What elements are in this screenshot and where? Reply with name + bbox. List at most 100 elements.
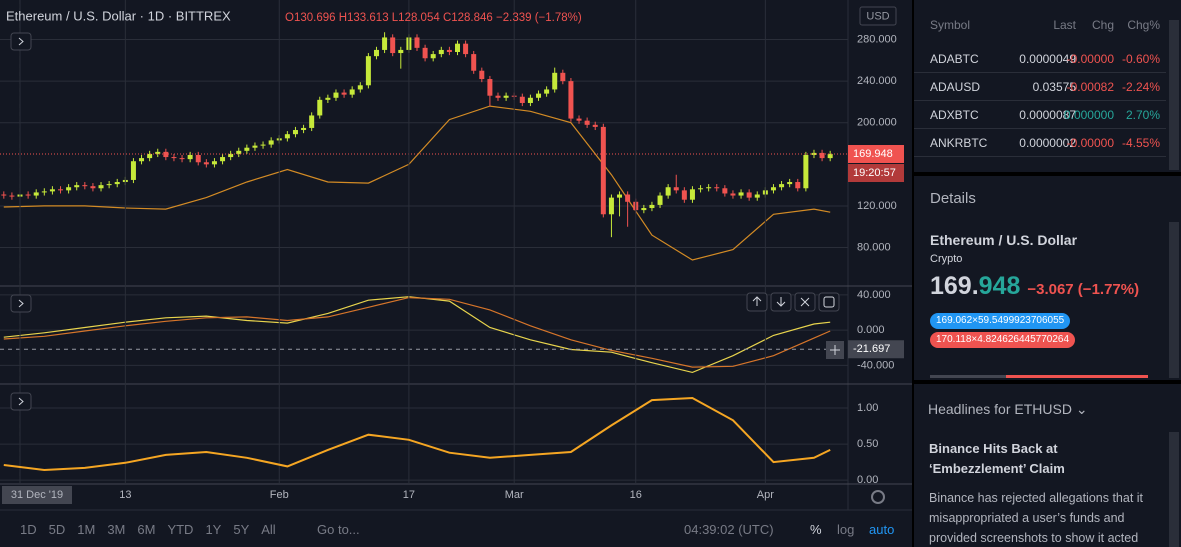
candle-body <box>471 54 477 71</box>
candle-body <box>503 95 509 98</box>
plots: 80.000 120.000 200.000 240.000 280.000 169.94… <box>0 0 904 504</box>
y-tick-label: 240.000 <box>857 75 897 87</box>
candle-body <box>689 189 695 200</box>
x-tick-label: Apr <box>757 489 774 501</box>
candle-body <box>390 37 396 54</box>
watchlist: Symbol Last Chg Chg% ADABTC 0.0000049 -0.0… <box>914 0 1181 172</box>
change-percent: -4.55% <box>1121 136 1160 150</box>
candle-body <box>309 115 315 128</box>
column-header[interactable]: Chg% <box>1127 18 1160 32</box>
price-integer: 169. <box>930 272 979 300</box>
bid-pill: 169.062×59.5499923706055 <box>930 313 1071 329</box>
candle-body <box>438 49 444 55</box>
range-button[interactable]: 1D <box>20 522 37 537</box>
candle-body <box>349 89 355 95</box>
collapse-button[interactable] <box>10 32 32 51</box>
scrollbar[interactable] <box>1169 222 1179 378</box>
candle-body <box>373 49 379 57</box>
range-button[interactable]: 1M <box>77 522 96 537</box>
candle-body <box>536 93 542 98</box>
price: 169.948 −3.067 (−1.77%) <box>930 272 1139 301</box>
column-header[interactable]: Symbol <box>930 18 971 32</box>
currency-box[interactable] <box>859 6 897 26</box>
candle-body <box>738 192 744 196</box>
candle-body <box>787 182 793 185</box>
collapse-button[interactable] <box>10 392 32 411</box>
change-percent: 2.70% <box>1125 108 1160 122</box>
y-tick-label: 40.000 <box>857 289 891 301</box>
percent-toggle[interactable]: % <box>810 522 822 537</box>
chart: 80.000 120.000 200.000 240.000 280.000 169.94… <box>0 0 912 547</box>
column-header[interactable]: Chg <box>1091 18 1114 32</box>
auto-toggle[interactable]: auto <box>869 522 895 537</box>
log-toggle[interactable]: log <box>837 522 855 537</box>
x-tick-label: 17 <box>403 489 415 501</box>
chevron-icon <box>18 397 24 406</box>
scrollbar[interactable] <box>1169 20 1179 170</box>
watchlist-row[interactable]: ADAUSD 0.03575 -0.00082 -2.24% <box>914 72 1166 101</box>
range-button[interactable]: 5D <box>48 522 66 537</box>
candle-body <box>422 47 428 59</box>
goto-button[interactable]: Go to... <box>317 522 360 537</box>
settings-icon[interactable] <box>871 490 885 504</box>
range-button[interactable]: YTD <box>167 522 194 537</box>
candle-body <box>568 81 574 119</box>
watchlist-row[interactable]: ADABTC 0.0000049 -0.00000 -0.60% <box>914 44 1166 73</box>
chevron-icon <box>18 299 24 308</box>
headline[interactable]: Binance Hits Back at ‘Embezzlement’ Clai… <box>929 441 1065 476</box>
candle-body <box>106 184 112 186</box>
candle-body <box>519 96 525 103</box>
candle-body <box>33 192 39 196</box>
candle-body <box>657 195 663 205</box>
pane-buttons[interactable] <box>10 32 32 411</box>
headlines-panel: Headlines for ETHUSD ⌄ Binance Hits Back… <box>914 384 1181 547</box>
watchlist-row[interactable]: ADXBTC 0.0000087 0.000000 2.70% <box>914 100 1166 129</box>
candle-body <box>114 182 120 185</box>
candle-body <box>260 144 266 146</box>
candle-body <box>325 97 331 100</box>
candle-body <box>130 161 136 180</box>
candle-body <box>730 193 736 196</box>
candle-body <box>617 194 623 198</box>
candle-body <box>576 118 582 121</box>
change: -0.00082 <box>1066 80 1114 94</box>
macd-pane-tools <box>746 292 844 359</box>
x-tick-label: Feb <box>270 489 289 501</box>
watchlist-row[interactable]: ANKRBTC 0.0000002 -0.00000 -4.55% <box>914 128 1166 157</box>
change-percent: -0.60% <box>1121 52 1160 66</box>
candle-body <box>625 194 631 202</box>
candle-body <box>827 153 833 159</box>
y-tick-label: 120.000 <box>857 200 897 212</box>
candle-body <box>463 43 469 55</box>
column-header[interactable]: Last <box>1053 18 1076 32</box>
candle-body <box>66 187 72 191</box>
last-price: 0.0000002 <box>1017 136 1076 150</box>
depth-bar-bid <box>930 375 1006 378</box>
range-buttons: 1D 5D 1M 3M 6M YTD 1Y 5Y All <box>20 522 288 537</box>
candle-body <box>228 153 234 158</box>
candle-body <box>803 154 809 189</box>
candle-body <box>284 134 290 139</box>
range-button[interactable]: 3M <box>107 522 126 537</box>
candle-body <box>681 190 687 200</box>
scrollbar[interactable] <box>1169 432 1179 547</box>
last-price: 0.0000087 <box>1017 108 1076 122</box>
candle-body <box>795 182 801 189</box>
collapse-button[interactable] <box>10 294 32 313</box>
range-button[interactable]: 6M <box>137 522 156 537</box>
candle-body <box>641 208 647 211</box>
candle-body <box>552 72 558 90</box>
range-button[interactable]: 5Y <box>233 522 250 537</box>
candle-body <box>544 89 550 94</box>
change: 0.000000 <box>1063 108 1114 122</box>
candle-body <box>746 192 752 198</box>
section-title[interactable]: Headlines for ETHUSD ⌄ <box>928 401 1088 417</box>
candle-body <box>455 43 461 53</box>
range-button[interactable]: 1Y <box>205 522 222 537</box>
candle-body <box>706 187 712 189</box>
candle-body <box>779 184 785 188</box>
maximize-button[interactable] <box>818 292 840 312</box>
candle-body <box>341 92 347 95</box>
range-button[interactable]: All <box>261 522 276 537</box>
